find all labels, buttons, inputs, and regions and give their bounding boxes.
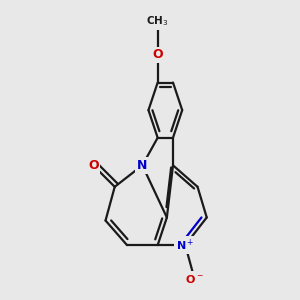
- Text: N: N: [137, 159, 148, 172]
- Text: N$^+$: N$^+$: [176, 237, 194, 253]
- Text: CH$_3$: CH$_3$: [146, 14, 169, 28]
- Text: O: O: [152, 48, 163, 62]
- Text: O: O: [88, 159, 99, 172]
- Text: O$^-$: O$^-$: [185, 273, 204, 285]
